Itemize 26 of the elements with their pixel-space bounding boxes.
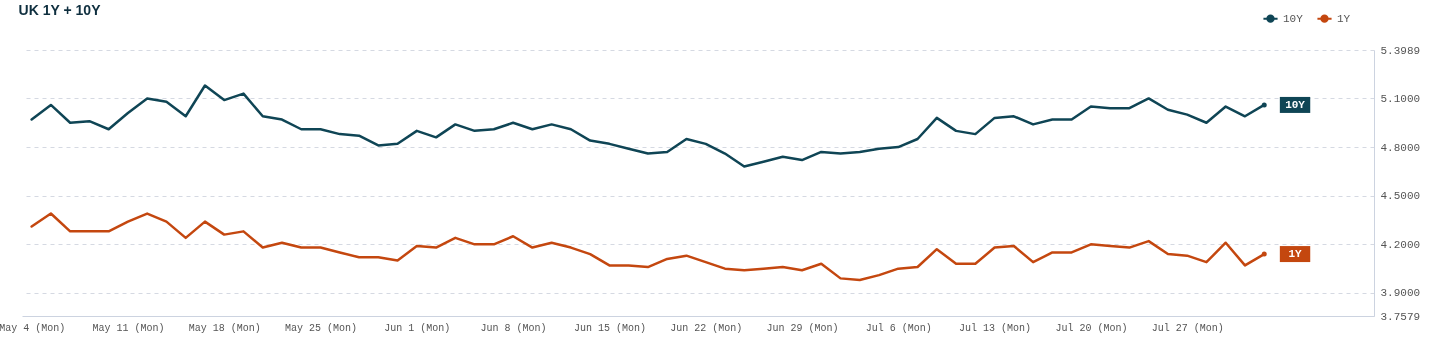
text: 10Y bbox=[1285, 98, 1305, 111]
x-tick-label: May 11 (Mon) bbox=[92, 322, 165, 334]
x-tick-label: Jun 29 (Mon) bbox=[766, 322, 839, 334]
chart-title: UK 1Y + 10Y bbox=[18, 2, 102, 18]
legend-label: 1Y bbox=[1337, 12, 1351, 25]
x-tick-label: Jul 6 (Mon) bbox=[865, 322, 932, 334]
x-tick-label: May 25 (Mon) bbox=[285, 322, 358, 334]
x-tick-label: Jul 13 (Mon) bbox=[959, 322, 1032, 334]
y-tick-label: 3.7579 bbox=[1380, 310, 1421, 323]
x-tick-label: Jun 15 (Mon) bbox=[573, 322, 646, 334]
legend-label: 10Y bbox=[1283, 12, 1304, 25]
x-tick-label: Jul 27 (Mon) bbox=[1151, 322, 1224, 334]
x-tick-label: Jun 1 (Mon) bbox=[384, 322, 451, 334]
y-tick-label: 3.9000 bbox=[1380, 287, 1421, 300]
y-tick-label: 4.8000 bbox=[1380, 141, 1421, 154]
line-series bbox=[30, 212, 1266, 282]
y-tick-label: 4.5000 bbox=[1380, 190, 1421, 203]
y-tick-label: 5.3989 bbox=[1380, 44, 1421, 57]
x-tick-label: May 4 (Mon) bbox=[0, 322, 66, 334]
text: 1Y bbox=[1288, 248, 1302, 261]
y-tick-label: 4.2000 bbox=[1380, 238, 1421, 251]
y-tick-label: 5.1000 bbox=[1380, 92, 1421, 105]
x-tick-label: Jun 22 (Mon) bbox=[670, 322, 743, 334]
x-tick-label: Jul 20 (Mon) bbox=[1055, 322, 1128, 334]
x-tick-label: May 18 (Mon) bbox=[188, 322, 261, 334]
x-tick-label: Jun 8 (Mon) bbox=[480, 322, 547, 334]
